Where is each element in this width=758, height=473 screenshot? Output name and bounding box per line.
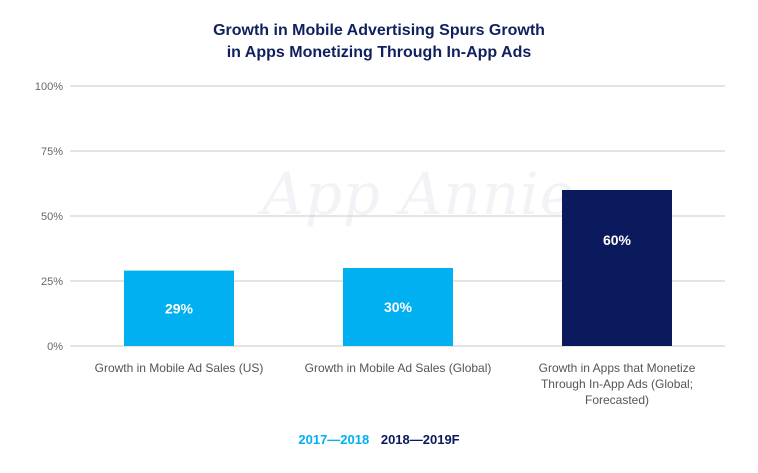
bar-2 [343, 268, 453, 346]
x-category-label-1: Growth in Mobile Ad Sales (US) [95, 361, 264, 375]
bar-value-label-1: 29% [165, 300, 194, 316]
bar-value-label-3: 60% [603, 232, 632, 248]
legend-item-2018-2019f: 2018—2019F [380, 432, 460, 447]
bar-1 [124, 270, 234, 346]
legend: 2017—2018 2018—2019F [0, 432, 758, 447]
y-tick-label-100: 100% [35, 81, 63, 93]
y-tick-label-75: 75% [41, 146, 63, 158]
bar-value-label-2: 30% [384, 299, 413, 315]
x-category-label-3-line-2: Through In-App Ads (Global; [541, 377, 693, 391]
y-tick-label-0: 0% [47, 341, 63, 353]
bar-3 [562, 190, 672, 346]
y-tick-label-50: 50% [41, 211, 63, 223]
x-category-label-3-line-1: Growth in Apps that Monetize [539, 361, 696, 375]
chart-title-line-1: Growth in Mobile Advertising Spurs Growt… [213, 22, 545, 39]
x-category-label-3-line-3: Forecasted) [585, 393, 649, 407]
chart-title-line-2: in Apps Monetizing Through In-App Ads [226, 44, 532, 61]
legend-item-2017-2018: 2017—2018 [298, 432, 370, 447]
chart-title: Growth in Mobile Advertising Spurs Growt… [0, 20, 758, 64]
x-category-label-2: Growth in Mobile Ad Sales (Global) [305, 361, 492, 375]
y-tick-label-25: 25% [41, 276, 63, 288]
watermark-logo: App Annie [262, 160, 576, 228]
